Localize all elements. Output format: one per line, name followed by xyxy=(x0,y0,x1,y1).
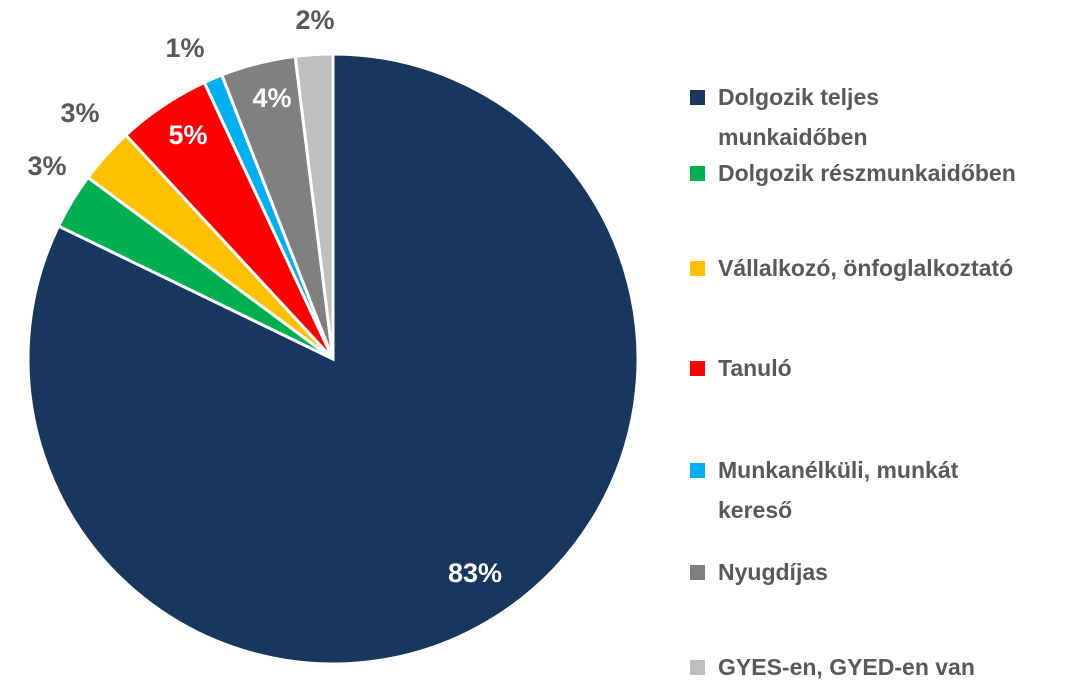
data-label: 3% xyxy=(27,151,66,181)
legend-swatch xyxy=(690,463,705,478)
legend-swatch xyxy=(690,660,705,675)
legend-swatch xyxy=(690,90,705,105)
data-label: 5% xyxy=(168,120,207,150)
data-label: 4% xyxy=(252,83,291,113)
legend-label: Nyugdíjas xyxy=(718,559,828,585)
data-label: 1% xyxy=(165,33,204,63)
legend-swatch xyxy=(690,166,705,181)
legend-label: Tanuló xyxy=(718,355,792,381)
data-label: 83% xyxy=(448,558,502,588)
legend-swatch xyxy=(690,361,705,376)
legend-label: Dolgozik részmunkaidőben xyxy=(718,160,1016,186)
data-label: 3% xyxy=(60,98,99,128)
legend-label: Vállalkozó, önfoglalkoztató xyxy=(718,255,1014,281)
data-label: 2% xyxy=(295,5,334,35)
legend-label: Munkanélküli, munkát kereső xyxy=(718,457,959,523)
legend-swatch xyxy=(690,565,705,580)
legend-label: Dolgozik teljes munkaidőben xyxy=(718,84,880,150)
slice xyxy=(293,52,335,360)
legend-swatch xyxy=(690,261,705,276)
legend-label: GYES-en, GYED-en van xyxy=(718,654,975,680)
